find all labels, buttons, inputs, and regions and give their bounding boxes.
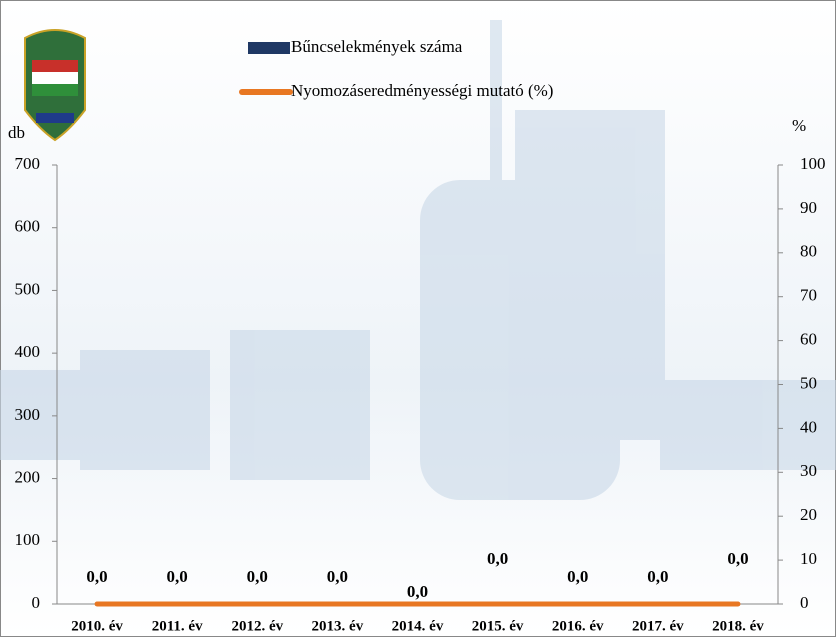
police-logo [24, 29, 86, 142]
y-axis-label: db [8, 123, 25, 142]
data-label: 0,0 [327, 567, 348, 586]
data-label: 0,0 [647, 567, 668, 586]
y-tick-label: 300 [15, 405, 41, 424]
data-label: 0,0 [407, 582, 428, 601]
y2-tick-label: 10 [800, 549, 817, 568]
y-tick-label: 400 [15, 342, 41, 361]
y-tick-label: 700 [15, 154, 41, 173]
legend-label: Bűncselekmények száma [291, 37, 463, 56]
y2-tick-label: 40 [800, 417, 817, 436]
y2-tick-label: 20 [800, 505, 817, 524]
x-tick-label: 2014. év [392, 618, 444, 634]
data-label: 0,0 [567, 567, 588, 586]
y2-tick-label: 80 [800, 242, 817, 261]
y2-axis-label: % [792, 116, 806, 135]
y-tick-label: 0 [32, 593, 41, 612]
y2-tick-label: 60 [800, 330, 817, 349]
legend-bar-symbol [248, 42, 290, 54]
y2-tick-label: 50 [800, 373, 817, 392]
x-tick-label: 2017. év [632, 618, 684, 634]
y-tick-label: 100 [15, 530, 41, 549]
y2-tick-label: 0 [800, 593, 809, 612]
y-tick-label: 600 [15, 217, 41, 236]
x-tick-label: 2018. év [712, 618, 764, 634]
data-label: 0,0 [86, 567, 107, 586]
x-tick-label: 2010. év [71, 618, 123, 634]
data-label: 0,0 [167, 567, 188, 586]
x-tick-label: 2016. év [552, 618, 604, 634]
legend-label: Nyomozáseredményességi mutató (%) [291, 81, 553, 100]
background-buildings [0, 20, 836, 500]
y-tick-label: 200 [15, 467, 41, 486]
y2-tick-label: 100 [800, 154, 826, 173]
y2-tick-label: 30 [800, 461, 817, 480]
x-tick-label: 2011. év [152, 618, 203, 634]
y2-tick-label: 90 [800, 198, 817, 217]
data-label: 0,0 [487, 549, 508, 568]
y-tick-label: 500 [15, 279, 41, 298]
y2-tick-label: 70 [800, 286, 817, 305]
data-label: 0,0 [247, 567, 268, 586]
x-tick-label: 2015. év [472, 618, 524, 634]
data-label: 0,0 [727, 549, 748, 568]
x-tick-label: 2012. év [231, 618, 283, 634]
x-tick-label: 2013. év [312, 618, 364, 634]
